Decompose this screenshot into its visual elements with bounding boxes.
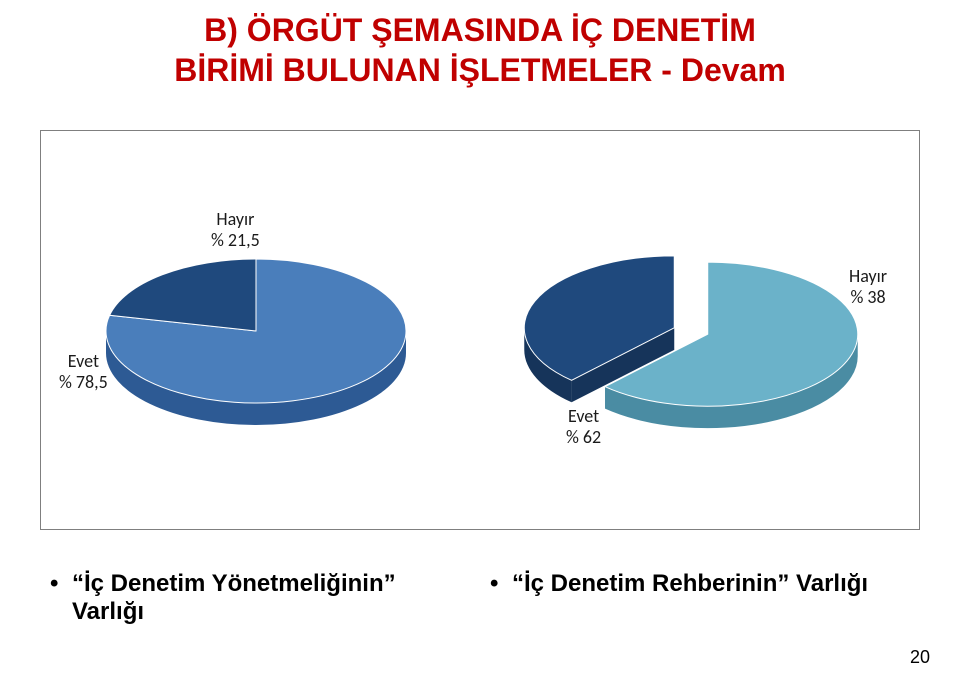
caption-left: • “İç Denetim Yönetmeliğinin” Varlığı	[40, 570, 480, 626]
slice-name: Hayır	[849, 265, 887, 287]
bullet-icon: •	[490, 570, 512, 599]
page-number: 20	[910, 647, 930, 668]
pie-chart-right: Evet% 62 Hayır% 38	[481, 131, 921, 531]
charts-frame: Evet% 78,5Hayır% 21,5 Evet% 62Hayır% 38	[40, 130, 920, 530]
pie-slice-label: Hayır% 21,5	[211, 209, 260, 250]
slice-name: Hayır	[216, 208, 254, 230]
slice-name: Evet	[68, 350, 99, 372]
pie-chart-left: Evet% 78,5 Hayır% 21,5	[41, 131, 481, 531]
captions-row: • “İç Denetim Yönetmeliğinin” Varlığı • …	[40, 570, 920, 626]
title-line-2: BİRİMİ BULUNAN İŞLETMELER - Devam	[174, 52, 786, 88]
slice-value: % 78,5	[59, 371, 108, 393]
title-line-1: B) ÖRGÜT ŞEMASINDA İÇ DENETİM	[204, 12, 756, 48]
page-title: B) ÖRGÜT ŞEMASINDA İÇ DENETİM BİRİMİ BUL…	[0, 10, 960, 90]
slice-value: % 62	[566, 426, 601, 448]
caption-right-text: “İç Denetim Rehberinin” Varlığı	[512, 570, 868, 598]
caption-right: • “İç Denetim Rehberinin” Varlığı	[480, 570, 920, 626]
pie-slice-label: Hayır% 38	[849, 266, 887, 307]
pie-slice-label: Evet% 78,5	[59, 351, 108, 392]
slice-name: Evet	[568, 405, 599, 427]
slice-value: % 21,5	[211, 229, 260, 251]
caption-left-text: “İç Denetim Yönetmeliğinin” Varlığı	[72, 570, 396, 626]
pie-slice-top	[524, 256, 674, 380]
slice-value: % 38	[850, 286, 885, 308]
pie-slice-label: Evet% 62	[566, 406, 601, 447]
bullet-icon: •	[50, 570, 72, 599]
